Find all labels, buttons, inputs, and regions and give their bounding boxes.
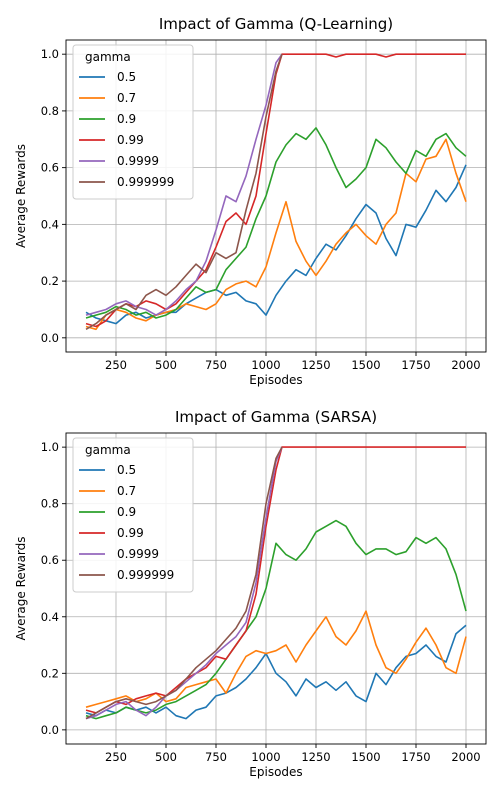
legend-entry-label: 0.5	[117, 70, 136, 84]
legend-entry-label: 0.7	[117, 91, 136, 105]
x-tick-label: 750	[205, 358, 227, 372]
y-tick-label: 0.2	[41, 274, 59, 288]
x-tick-label: 250	[105, 750, 127, 764]
x-tick-label: 1500	[351, 358, 380, 372]
chart-2: 250 500 750 1000 1250 1500 1750 2000 0.0 0.2 0.4 0.…	[14, 408, 487, 779]
x-tick-label: 1750	[401, 358, 430, 372]
x-tick-label: 2000	[451, 750, 480, 764]
y-tick-label: 0.4	[41, 217, 59, 231]
x-tick-label: 1250	[301, 750, 330, 764]
y-tick-label: 1.0	[41, 440, 59, 454]
chart-1-series-0_5-line	[85, 164, 467, 325]
x-tick-label: 750	[205, 750, 227, 764]
chart-2-series-0_9999-line	[85, 446, 283, 720]
chart-1: 250 500 750 1000 1250 1500 1750 2000 0.0 0.2 0.4 0.…	[14, 15, 487, 387]
legend-entry-label: 0.999999	[117, 568, 174, 582]
x-tick-label: 1750	[401, 750, 430, 764]
y-tick-label: 0.4	[41, 610, 59, 624]
chart-2-axes-frame	[65, 432, 487, 745]
y-tick-label: 0.8	[41, 104, 59, 118]
chart-1-series-0_9-line	[85, 127, 467, 319]
x-tick-label: 1250	[301, 358, 330, 372]
legend-entry-label: 0.999999	[117, 175, 174, 189]
y-tick-label: 1.0	[41, 47, 59, 61]
legend-title: gamma	[85, 50, 131, 64]
chart-1-title: Impact of Gamma (Q-Learning)	[159, 15, 393, 33]
x-tick-label: 500	[155, 358, 177, 372]
chart-2-series-0_99-line	[85, 446, 466, 714]
chart-2-title: Impact of Gamma (SARSA)	[175, 408, 377, 426]
legend-entry-label: 0.9	[117, 112, 136, 126]
y-tick-label: 0.6	[41, 161, 59, 175]
chart-2-series-0_5-line	[85, 624, 467, 720]
y-tick-label: 0.0	[41, 723, 59, 737]
chart-2-y-axis-label: Average Rewards	[14, 536, 28, 640]
legend-entry-label: 0.9999	[117, 154, 159, 168]
legend-entry-label: 0.99	[117, 133, 144, 147]
y-tick-label: 0.6	[41, 553, 59, 567]
x-tick-label: 2000	[451, 358, 480, 372]
chart-1-series-0_99-line	[85, 53, 466, 328]
chart-2-legend: gamma 0.5 0.7 0.9 0.99 0.9999 0.999999	[72, 437, 194, 593]
legend-entry-label: 0.7	[117, 484, 136, 498]
chart-1-series-0_7-line	[85, 138, 467, 331]
x-tick-label: 1500	[351, 750, 380, 764]
chart-2-x-axis-label: Episodes	[249, 765, 302, 779]
chart-1-legend: gamma 0.5 0.7 0.9 0.99 0.9999 0.999999	[72, 44, 194, 200]
chart-1-x-axis-label: Episodes	[249, 373, 302, 387]
x-tick-label: 500	[155, 750, 177, 764]
chart-1-series-0_999999-line	[85, 53, 283, 330]
x-tick-label: 250	[105, 358, 127, 372]
x-tick-label: 1000	[251, 358, 280, 372]
legend-entry-label: 0.9	[117, 505, 136, 519]
legend-entry-label: 0.5	[117, 463, 136, 477]
legend-title: gamma	[85, 443, 131, 457]
y-tick-label: 0.8	[41, 497, 59, 511]
chart-1-series-0_9999-line	[85, 53, 283, 316]
y-tick-label: 0.0	[41, 331, 59, 345]
legend-entry-label: 0.9999	[117, 547, 159, 561]
legend-entry-label: 0.99	[117, 526, 144, 540]
chart-1-axes-frame	[65, 39, 487, 353]
chart-2-series-0_7-line	[85, 610, 467, 708]
chart-2-series-0_999999-line	[85, 446, 283, 720]
x-tick-label: 1000	[251, 750, 280, 764]
y-tick-label: 0.2	[41, 666, 59, 680]
chart-1-y-axis-label: Average Rewards	[14, 144, 28, 248]
